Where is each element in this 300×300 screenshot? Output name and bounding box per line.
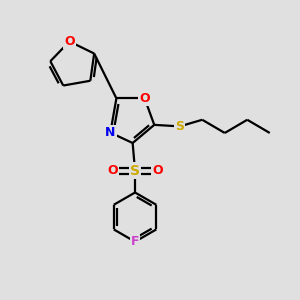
Text: S: S <box>175 120 184 133</box>
Text: F: F <box>131 235 139 248</box>
Text: N: N <box>105 126 116 139</box>
Text: S: S <box>130 164 140 178</box>
Text: O: O <box>64 35 75 48</box>
Text: O: O <box>107 164 118 177</box>
Text: O: O <box>139 92 150 105</box>
Text: O: O <box>152 164 163 177</box>
